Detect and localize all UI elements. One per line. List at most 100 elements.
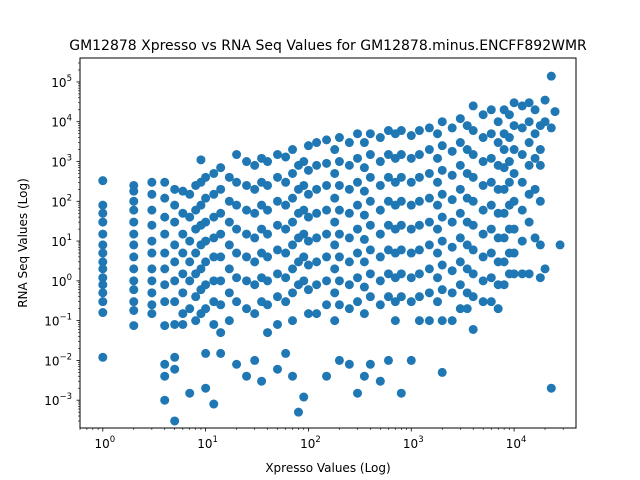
data-point xyxy=(129,252,139,262)
data-point xyxy=(98,240,108,250)
data-point xyxy=(288,240,298,250)
data-point xyxy=(147,248,157,258)
data-point xyxy=(242,371,252,381)
data-point xyxy=(263,180,273,190)
x-tick-label: 104 xyxy=(506,435,527,451)
data-point xyxy=(209,252,219,262)
data-point xyxy=(334,300,344,310)
data-point xyxy=(288,217,298,227)
data-point xyxy=(160,193,170,203)
data-point xyxy=(216,276,226,286)
data-point xyxy=(273,172,282,182)
data-point xyxy=(433,224,443,234)
data-point xyxy=(365,172,375,182)
data-point xyxy=(160,264,170,274)
data-point xyxy=(517,205,527,215)
data-point xyxy=(383,269,393,279)
data-point xyxy=(424,168,434,178)
data-point xyxy=(359,138,369,148)
data-point xyxy=(288,264,298,274)
x-axis-label: Xpresso Values (Log) xyxy=(265,461,390,475)
data-point xyxy=(312,309,322,319)
data-point xyxy=(455,114,465,124)
data-point xyxy=(263,205,273,215)
data-point xyxy=(509,98,519,108)
data-point xyxy=(232,248,242,258)
data-point xyxy=(437,165,447,175)
data-point xyxy=(353,248,363,258)
data-point xyxy=(406,153,416,163)
points-layer xyxy=(98,71,565,426)
data-point xyxy=(437,141,447,151)
data-point xyxy=(129,297,139,307)
data-point xyxy=(546,123,556,133)
data-point xyxy=(383,172,393,182)
data-point xyxy=(191,248,201,258)
data-point xyxy=(250,280,260,290)
data-point xyxy=(303,260,313,270)
data-point xyxy=(359,210,369,220)
data-point xyxy=(129,321,139,331)
data-point xyxy=(160,371,170,381)
data-point xyxy=(185,236,195,246)
data-point xyxy=(281,152,291,162)
data-point xyxy=(517,101,527,111)
data-point xyxy=(98,297,108,307)
data-point xyxy=(257,376,267,386)
data-point xyxy=(242,157,252,167)
data-point xyxy=(509,196,519,206)
data-point xyxy=(478,229,488,239)
data-point xyxy=(509,145,519,155)
data-point xyxy=(209,212,219,222)
data-point xyxy=(299,180,309,190)
data-point xyxy=(524,98,534,108)
data-point xyxy=(201,172,211,182)
data-point xyxy=(185,304,195,314)
data-point xyxy=(273,364,282,374)
data-point xyxy=(396,172,406,182)
data-point xyxy=(250,208,260,218)
data-point xyxy=(201,217,211,227)
data-point xyxy=(406,200,416,210)
data-point xyxy=(383,220,393,230)
data-point xyxy=(383,196,393,206)
data-point xyxy=(273,292,282,302)
data-point xyxy=(359,257,369,267)
y-tick-label: 104 xyxy=(51,114,72,130)
data-point xyxy=(160,248,170,258)
data-point xyxy=(312,138,322,148)
data-point xyxy=(414,245,424,255)
data-point xyxy=(185,388,195,398)
data-point xyxy=(185,257,195,267)
data-point xyxy=(191,316,201,326)
data-point xyxy=(504,157,514,167)
data-point xyxy=(540,264,550,274)
data-point xyxy=(375,300,385,310)
data-point xyxy=(263,300,273,310)
data-point xyxy=(98,352,108,362)
data-point xyxy=(299,276,309,286)
data-point xyxy=(334,205,344,215)
data-point xyxy=(288,145,298,155)
data-point xyxy=(263,252,273,262)
data-point xyxy=(344,233,354,243)
data-point xyxy=(170,352,180,362)
data-point xyxy=(524,189,534,199)
data-point xyxy=(303,212,313,222)
data-point xyxy=(468,324,478,334)
data-point xyxy=(209,399,219,409)
data-point xyxy=(540,117,550,127)
data-point xyxy=(504,110,514,120)
data-point xyxy=(250,233,260,243)
data-point xyxy=(344,257,354,267)
data-point xyxy=(322,158,332,168)
data-point xyxy=(232,200,242,210)
data-point xyxy=(191,292,201,302)
data-point xyxy=(263,157,273,167)
data-point xyxy=(299,205,309,215)
data-point xyxy=(437,367,447,377)
data-point xyxy=(232,224,242,234)
data-point xyxy=(353,388,363,398)
data-point xyxy=(170,257,180,267)
data-point xyxy=(273,319,282,329)
